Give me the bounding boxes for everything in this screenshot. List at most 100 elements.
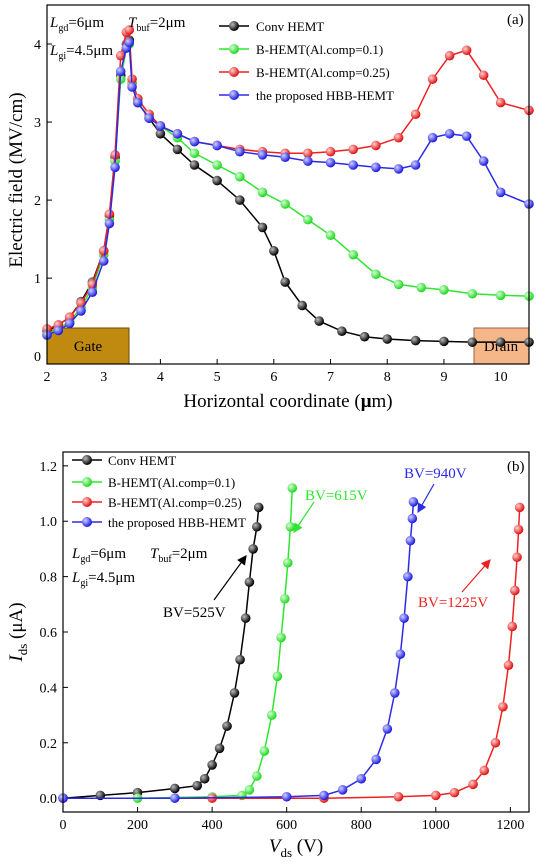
a-series-0-point <box>314 316 324 326</box>
a-series-0-point <box>337 326 347 337</box>
b-series-1-point <box>280 593 290 604</box>
b-series-1-point <box>276 632 286 643</box>
a-ytick-label: 0 <box>34 350 41 365</box>
legend-item-hbb: the proposed HBB-HEMT <box>219 88 394 103</box>
panel-a: 2 3 4 5 6 7 8 9 10 0 1 2 3 4 Gate Drain (a) Lgd=6μm T… <box>6 4 534 412</box>
a-series-3-point <box>410 160 421 170</box>
a-series-2-point <box>115 50 126 61</box>
b-series-2-point <box>468 779 478 790</box>
b-series-3-point <box>395 649 406 659</box>
svg-text:BV=525V: BV=525V <box>163 605 226 621</box>
a-xtick-label: 10 <box>494 370 508 385</box>
svg-text:B-HEMT(Al.comp=0.25): B-HEMT(Al.comp=0.25) <box>256 65 390 80</box>
b-series-3-point <box>399 613 409 623</box>
a-series-3-point <box>461 131 472 141</box>
svg-text:Tbuf=2μm: Tbuf=2μm <box>150 546 208 565</box>
bv-annotation-hbb: BV=940V <box>404 466 467 514</box>
a-series-0-point <box>410 335 421 346</box>
b-ytick-label: 1.0 <box>40 515 58 530</box>
a-series-2-point <box>393 132 404 143</box>
a-series-3-point <box>495 187 506 198</box>
b-ytick-label: 0.4 <box>40 681 58 696</box>
panel-a-legend: Conv HEMT B-HEMT(Al.comp=0.1) B-HEMT(Al.… <box>219 19 394 103</box>
b-xtick-label: 200 <box>127 818 148 833</box>
b-xtick-label: 1200 <box>496 818 524 833</box>
b-series-0-point <box>229 688 240 698</box>
b-series-2-point <box>513 524 524 535</box>
a-series-2-point <box>427 74 438 84</box>
a-series-2-point <box>104 209 115 219</box>
b-ytick-label: 0.8 <box>40 571 58 586</box>
b-series-3-point <box>407 513 418 524</box>
b-series-0-point <box>222 721 232 731</box>
a-series-3-point <box>87 287 98 298</box>
a-series-1-point <box>235 171 245 182</box>
a-series-0-point <box>382 334 393 344</box>
legend-b-item-bhemt-01: B-HEMT(Al.comp=0.1) <box>72 475 235 490</box>
b-series-0-point <box>199 773 210 784</box>
a-series-0-point <box>359 331 370 342</box>
a-series-3-point <box>64 318 75 329</box>
a-series-3-point <box>444 128 455 139</box>
panel-b-params: Lgd=6μm Tbuf=2μm Lgi=4.5μm <box>71 546 208 589</box>
a-series-2-point <box>461 45 472 56</box>
a-series-0-point <box>269 246 279 256</box>
a-series-3-point <box>124 37 135 48</box>
svg-text:BV=1225V: BV=1225V <box>418 595 488 611</box>
panel-a-tag: (a) <box>507 12 524 28</box>
a-series-1-point <box>416 282 427 293</box>
a-series-3-point <box>127 82 137 92</box>
b-series-0-point <box>240 613 251 623</box>
panel-a-frame <box>46 4 530 365</box>
b-series-0-point <box>253 502 264 513</box>
a-series-1-point <box>467 288 478 299</box>
a-series-3-point <box>393 164 404 174</box>
svg-text:Tbuf=2μm: Tbuf=2μm <box>128 15 186 34</box>
b-series-0-point <box>214 743 225 754</box>
b-series-0-point <box>248 544 258 554</box>
b-series-3-point <box>170 793 180 803</box>
a-series-1-point <box>495 290 506 301</box>
b-ytick-label: 1.2 <box>40 460 58 475</box>
a-series-0-point <box>212 175 222 186</box>
panel-b-xlabel: Vds (V) <box>269 836 323 860</box>
b-series-2-point <box>479 765 490 776</box>
panel-a-xlabel: Horizontal coordinate (μm) <box>183 391 392 412</box>
a-series-3-point <box>478 156 489 166</box>
a-series-2-point <box>444 50 455 61</box>
svg-text:BV=615V: BV=615V <box>305 488 368 504</box>
a-series-3-point <box>189 136 200 147</box>
b-series-0-point <box>207 760 217 770</box>
b-series-3-point <box>389 688 400 698</box>
a-series-2-point <box>325 146 336 157</box>
b-series-1-point <box>266 710 277 720</box>
a-xtick-label: 8 <box>384 370 391 385</box>
b-series-2-point <box>512 552 522 563</box>
a-series-0-point <box>495 337 506 347</box>
b-series-3-point <box>356 773 367 784</box>
panel-b-frame <box>62 451 530 813</box>
a-series-2-point <box>410 109 421 120</box>
panel-b-legend: Conv HEMT B-HEMT(Al.comp=0.1) B-HEMT(Al.… <box>72 453 246 530</box>
svg-text:Conv HEMT: Conv HEMT <box>256 19 324 34</box>
b-series-3-point <box>403 571 413 582</box>
panel-a-params: Lgd=6μm Tbuf=2μm Lgi=4.5μm <box>49 15 186 62</box>
b-series-1-point <box>272 671 283 682</box>
a-series-3-point <box>110 162 120 173</box>
legend-item-bhemt-01: B-HEMT(Al.comp=0.1) <box>219 42 383 57</box>
a-series-1-point <box>348 249 359 260</box>
svg-text:Conv HEMT: Conv HEMT <box>108 453 176 468</box>
b-series-3-point <box>337 785 348 795</box>
a-series-3-point <box>53 325 64 336</box>
a-ytick-label: 2 <box>34 194 41 209</box>
legend-item-conv: Conv HEMT <box>219 19 324 34</box>
a-series-2-point <box>348 144 359 155</box>
b-series-1-point <box>282 557 293 568</box>
b-series-2-point <box>514 502 525 513</box>
svg-text:the proposed HBB-HEMT: the proposed HBB-HEMT <box>256 88 394 103</box>
a-series-2-point <box>495 97 506 108</box>
a-series-3-point <box>172 128 183 139</box>
b-series-line-0 <box>62 507 260 799</box>
gate-label: Gate <box>74 339 103 355</box>
